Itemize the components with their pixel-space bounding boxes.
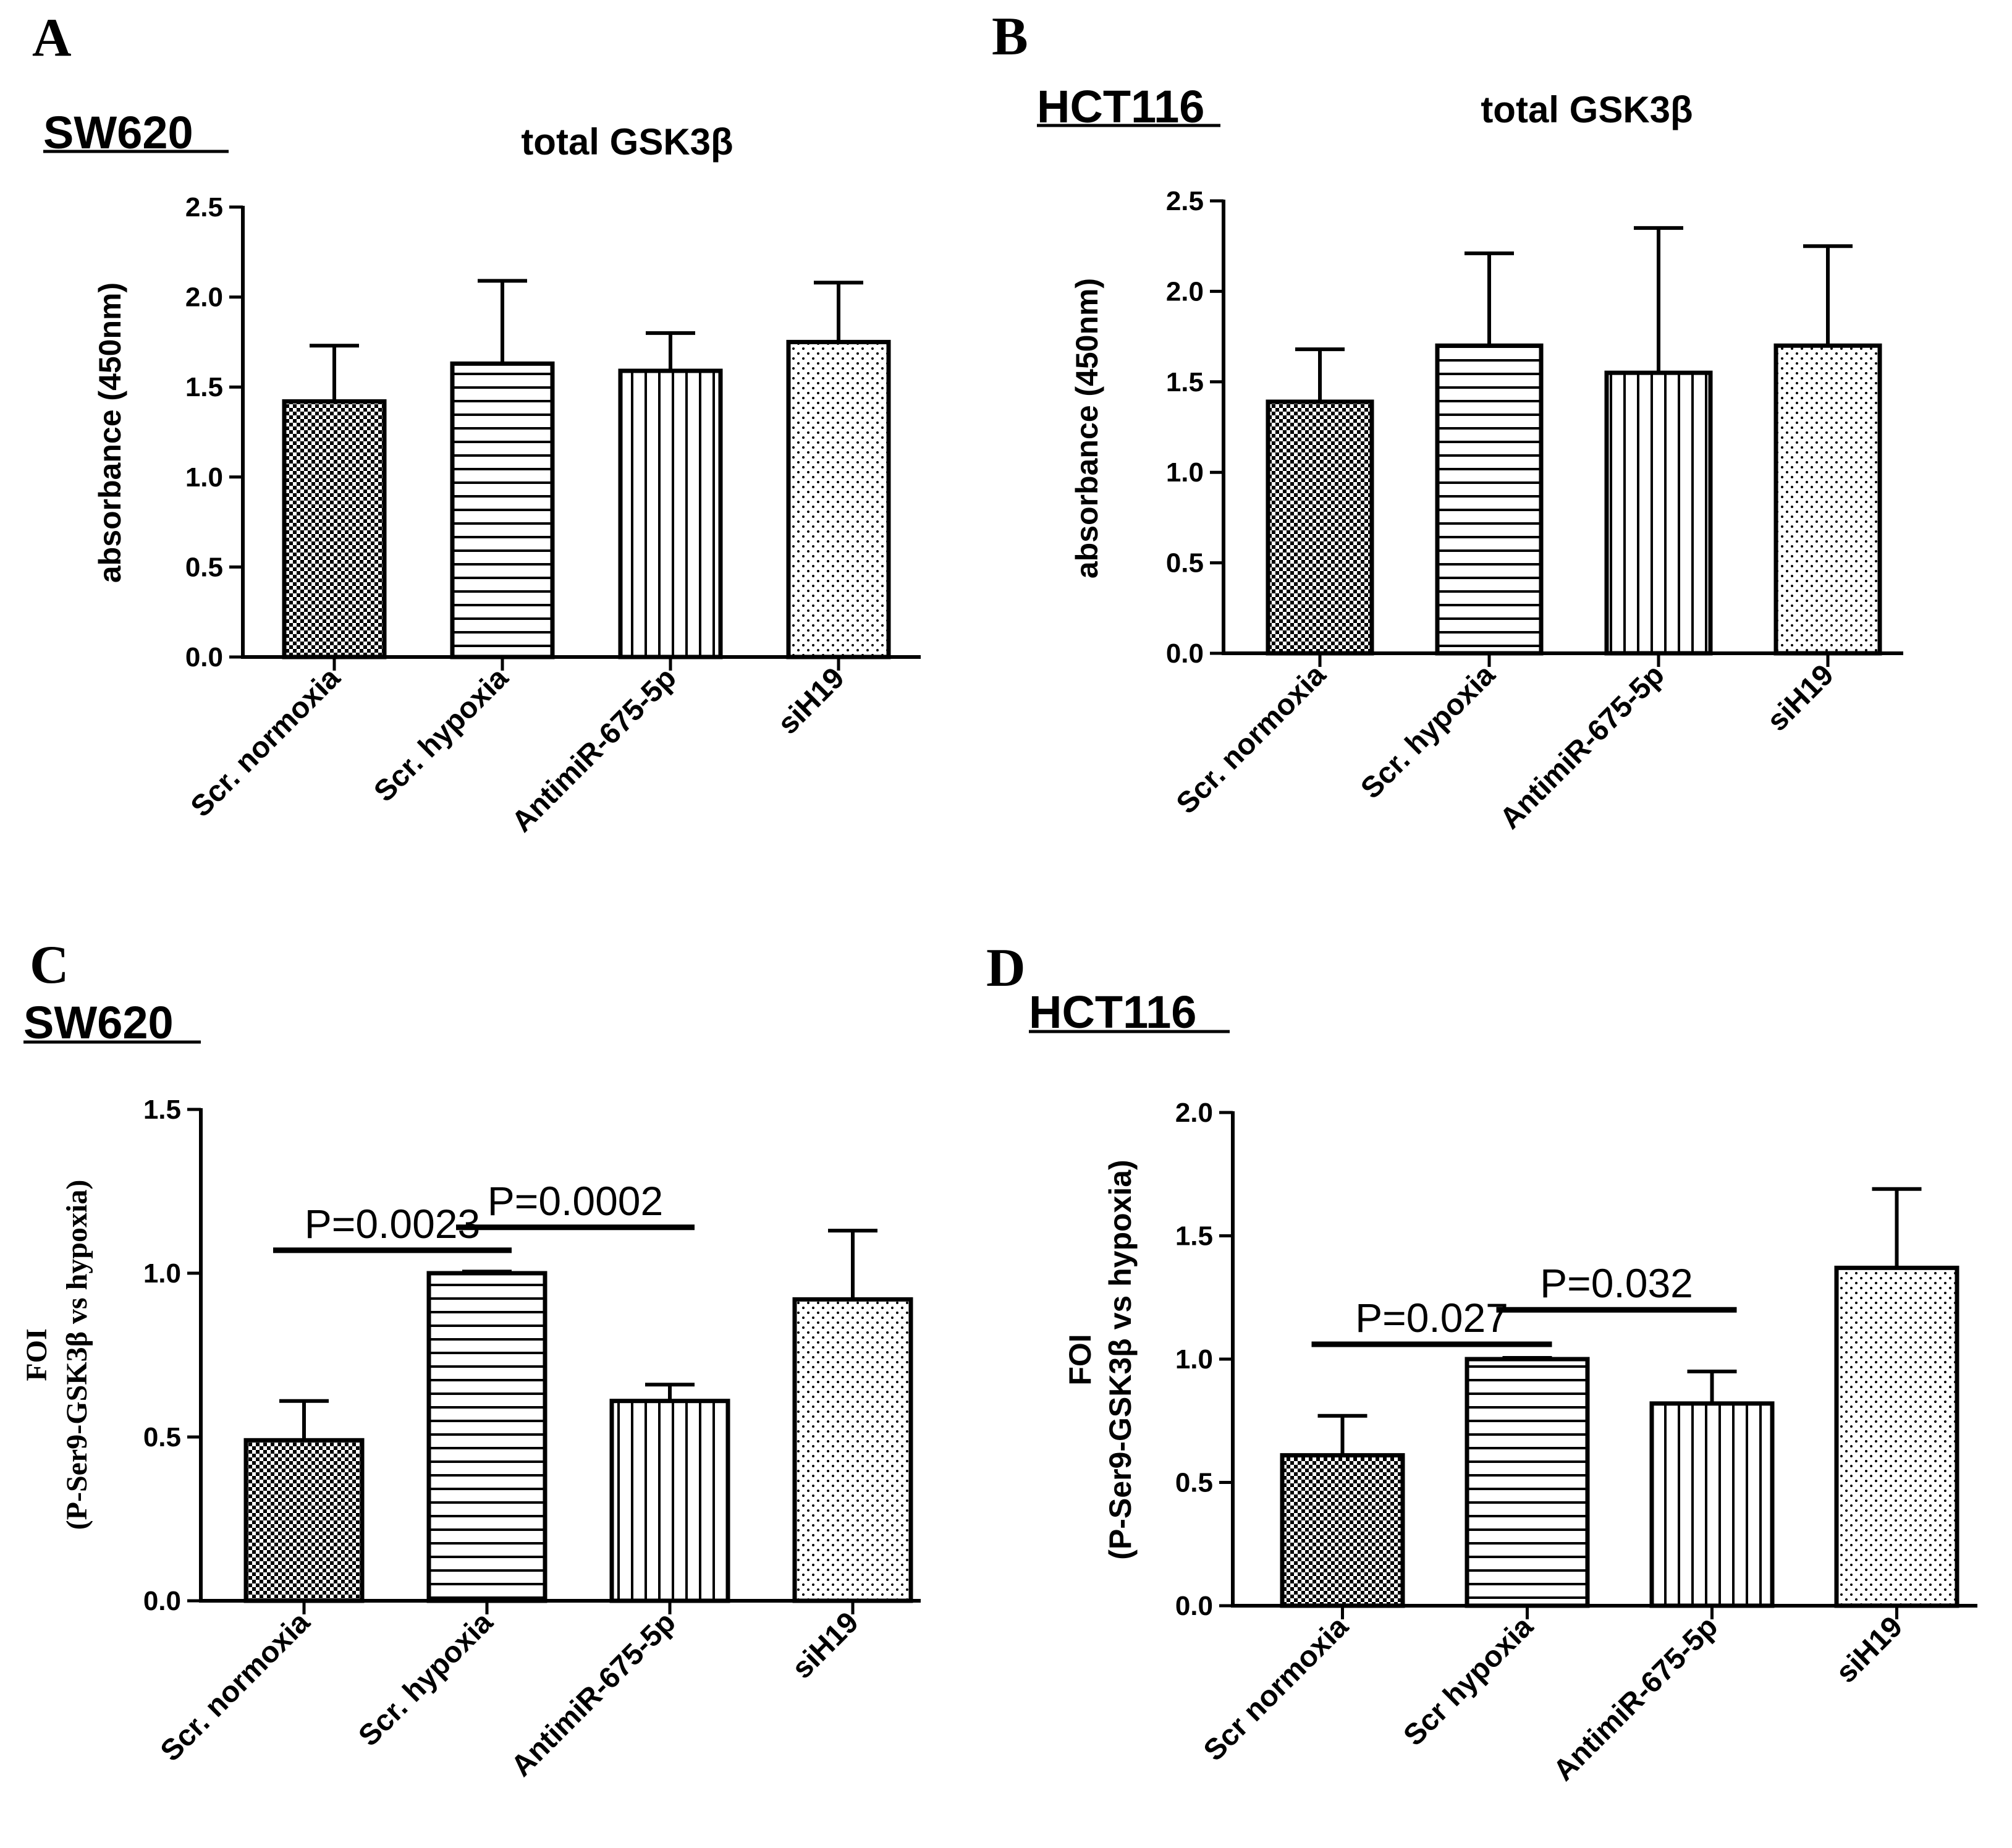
bar <box>1649 1401 1775 1608</box>
category-label: Scr. normoxia <box>1170 658 1332 820</box>
significance-label: P=0.027 <box>1355 1295 1508 1341</box>
bar <box>1465 1357 1590 1608</box>
y-tick-label: 1.0 <box>1166 457 1204 488</box>
bar <box>618 368 723 659</box>
y-axis-label-line1: FOI <box>1063 1334 1097 1385</box>
significance-label: P=0.032 <box>1540 1260 1693 1306</box>
bar <box>1280 1453 1405 1608</box>
y-tick-label: 2.5 <box>185 192 223 223</box>
bar <box>1834 1265 1959 1608</box>
category-label: Scr normoxia <box>1198 1610 1355 1768</box>
bar <box>282 399 387 659</box>
bar <box>1773 343 1882 656</box>
cell-line-title: SW620 <box>23 997 174 1048</box>
chart-panel-a: A SW620 total GSK3β 0.0 0.5 1.0 1.5 2.0 2.5 absor… <box>32 8 921 839</box>
category-label: AntimiR-675-5p <box>505 1606 682 1782</box>
y-tick-label: 1.0 <box>185 462 223 493</box>
bar <box>1266 399 1374 656</box>
y-axis-label: absorbance (450nm) <box>1070 278 1104 579</box>
category-label: Scr. normoxia <box>154 1606 316 1768</box>
y-tick-label: 0.0 <box>143 1586 181 1616</box>
y-tick-label: 2.0 <box>1175 1098 1213 1128</box>
panel-letter: B <box>992 7 1028 67</box>
y-tick-label: 2.0 <box>1166 276 1204 307</box>
bar <box>426 1271 547 1603</box>
category-label: Scr. hypoxia <box>1355 658 1502 805</box>
panel-letter: C <box>30 935 69 995</box>
y-tick-label: 2.0 <box>185 282 223 313</box>
y-tick-label: 1.0 <box>1175 1344 1213 1375</box>
y-tick-label: 1.5 <box>185 372 223 402</box>
chart-title: total GSK3β <box>1481 89 1693 130</box>
bar <box>1435 343 1544 656</box>
bar <box>1604 370 1713 656</box>
category-label: AntimiR-675-5p <box>1494 658 1670 835</box>
bar <box>792 1297 913 1603</box>
y-axis-label-line2: (P-Ser9-GSK3β vs hypoxia) <box>61 1180 93 1530</box>
y-tick-label: 0.0 <box>185 642 223 672</box>
y-tick-label: 1.5 <box>1175 1221 1213 1252</box>
y-axis-label: absorbance (450nm) <box>93 282 127 583</box>
bar <box>786 339 891 659</box>
cell-line-title: HCT116 <box>1037 81 1204 132</box>
category-label: siH19 <box>772 661 851 740</box>
category-label: siH19 <box>1761 658 1840 737</box>
category-label: Scr. normoxia <box>185 661 347 823</box>
cell-line-title: SW620 <box>43 107 193 158</box>
y-tick-label: 0.5 <box>143 1422 181 1452</box>
category-label: Scr. hypoxia <box>352 1606 499 1753</box>
y-axis-label-line1: FOI <box>20 1328 53 1381</box>
y-tick-label: 1.5 <box>143 1095 181 1125</box>
category-label: siH19 <box>786 1606 865 1685</box>
category-label: Scr. hypoxia <box>368 661 515 808</box>
y-tick-label: 0.5 <box>1166 548 1204 579</box>
chart-title: total GSK3β <box>521 121 733 163</box>
y-tick-label: 2.5 <box>1166 186 1204 216</box>
category-label: siH19 <box>1830 1610 1909 1689</box>
significance-label: P=0.0002 <box>488 1178 663 1224</box>
category-label: AntimiR-675-5p <box>1547 1610 1724 1787</box>
bar <box>243 1438 365 1603</box>
category-label: Scr hypoxia <box>1397 1610 1539 1752</box>
y-tick-label: 1.0 <box>143 1258 181 1289</box>
category-label: AntimiR-675-5p <box>505 661 682 838</box>
bar <box>450 361 555 659</box>
y-tick-label: 0.0 <box>1166 638 1204 669</box>
y-tick-label: 1.5 <box>1166 367 1204 397</box>
y-tick-label: 0.5 <box>185 552 223 582</box>
panel-letter: D <box>986 938 1026 998</box>
significance-label: P=0.0023 <box>305 1201 480 1247</box>
bar <box>609 1399 730 1603</box>
y-tick-label: 0.0 <box>1175 1591 1213 1621</box>
cell-line-title: HCT116 <box>1029 986 1196 1038</box>
y-tick-label: 0.5 <box>1175 1468 1213 1498</box>
panel-letter: A <box>32 8 72 68</box>
y-axis-label-line2: (P-Ser9-GSK3β vs hypoxia) <box>1103 1159 1138 1559</box>
